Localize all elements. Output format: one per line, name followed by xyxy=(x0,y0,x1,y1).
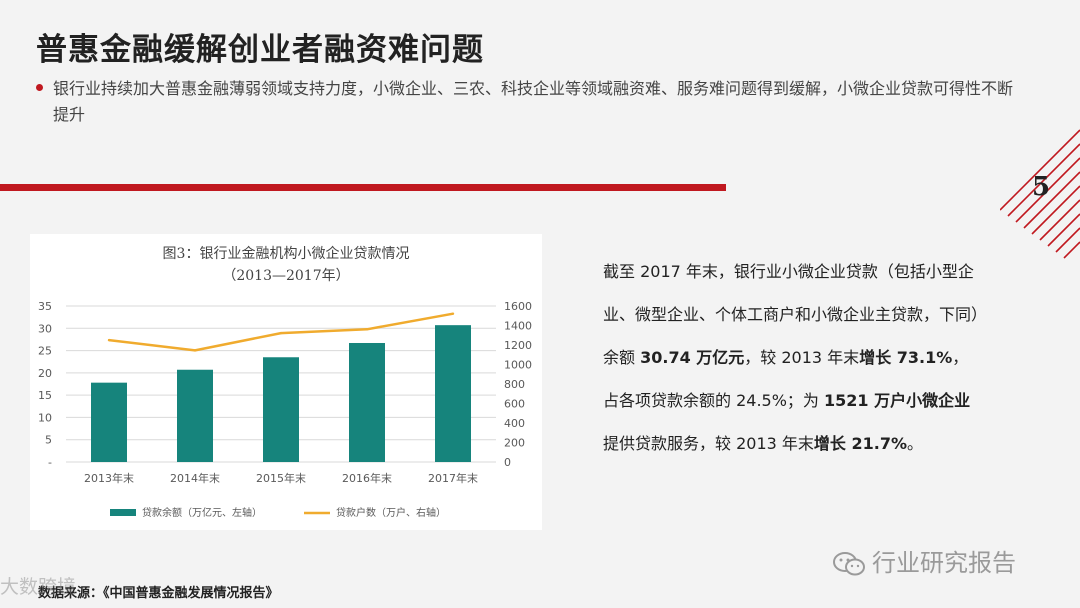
left-axis-tick-label: 20 xyxy=(38,367,52,380)
summary-highlight-household-growth: 增长 21.7% xyxy=(813,434,907,453)
right-axis-tick-label: 0 xyxy=(504,456,511,469)
x-axis-tick-label: 2014年末 xyxy=(170,471,220,485)
x-axis-tick-label: 2013年末 xyxy=(84,471,134,485)
x-axis-tick-label: 2016年末 xyxy=(342,471,392,485)
watermark-right: 行业研究报告 xyxy=(832,543,1016,578)
line-point xyxy=(107,338,111,342)
chart-panel: - 5 10 15 20 25 30 35 0 200 400 600 800 1000 1200 1400 1… xyxy=(30,234,542,530)
summary-text-2: ，较 2013 年末 xyxy=(744,348,860,367)
summary-paragraph: 截至 2017 年末，银行业小微企业贷款（包括小型企业、微型企业、个体工商户和小… xyxy=(603,250,983,465)
wechat-icon xyxy=(833,552,865,576)
left-axis-tick-label: 5 xyxy=(45,434,52,447)
right-axis-tick-label: 400 xyxy=(504,417,525,430)
left-axis-tick-label: - xyxy=(48,456,52,469)
left-axis-tick-label: 10 xyxy=(38,411,52,424)
diagonal-stripes-decoration xyxy=(1000,129,1080,259)
summary-highlight-households: 1521 万户小微企业 xyxy=(824,391,971,410)
summary-highlight-balance: 30.74 万亿元 xyxy=(640,348,745,367)
left-axis-tick-label: 35 xyxy=(38,300,52,313)
right-axis-tick-label: 1000 xyxy=(504,359,532,372)
right-axis-tick-label: 200 xyxy=(504,437,525,450)
watermark-right-text: 行业研究报告 xyxy=(872,549,1016,577)
bar xyxy=(177,369,213,462)
bar xyxy=(349,342,385,462)
summary-text-1: 截至 2017 年末，银行业小微企业贷款（包括小型企业、微型企业、个体工商户和小… xyxy=(603,262,980,367)
right-axis-tick-label: 800 xyxy=(504,378,525,391)
x-axis-tick-label: 2017年末 xyxy=(428,471,478,485)
left-axis-tick-label: 25 xyxy=(38,345,52,358)
line-point xyxy=(193,349,197,352)
slide-title: 普惠金融缓解创业者融资难问题 xyxy=(36,32,484,68)
data-source: 数据来源：《中国普惠金融发展情况报告》 xyxy=(38,586,279,601)
summary-text-3: ，占各项贷款余额的 24.5%；为 xyxy=(603,348,969,410)
summary-highlight-balance-growth: 增长 73.1% xyxy=(859,348,953,367)
left-axis-tick-label: 30 xyxy=(38,322,52,335)
right-axis-tick-label: 1400 xyxy=(504,320,532,333)
line-point xyxy=(279,331,283,335)
watermark-left: 大数跨境 xyxy=(0,576,77,598)
bullet-point: 银行业持续加大普惠金融薄弱领域支持力度，小微企业、三农、科技企业等领域融资难、服… xyxy=(36,76,1026,128)
summary-text-5: 。 xyxy=(907,434,924,453)
line-point xyxy=(451,312,455,315)
bar xyxy=(263,357,299,462)
bar xyxy=(435,325,471,462)
bullet-dot-icon xyxy=(36,84,43,91)
x-axis-tick-label: 2015年末 xyxy=(256,471,306,485)
right-axis-tick-label: 1600 xyxy=(504,300,532,313)
right-axis-tick-label: 600 xyxy=(504,398,525,411)
bullet-text: 银行业持续加大普惠金融薄弱领域支持力度，小微企业、三农、科技企业等领域融资难、服… xyxy=(53,79,1014,124)
line-point xyxy=(365,328,369,331)
left-axis-tick-label: 15 xyxy=(38,389,52,402)
page-number: 5 xyxy=(1032,172,1051,202)
bar xyxy=(91,382,127,462)
chart-svg: - 5 10 15 20 25 30 35 0 200 400 600 800 1000 1200 1400 1… xyxy=(38,245,532,519)
chart-title: 图3：银行业金融机构小微企业贷款情况 xyxy=(163,245,410,262)
legend-label-line: 贷款户数（万户、右轴） xyxy=(336,506,446,519)
legend-swatch-bar xyxy=(110,509,136,516)
summary-text-4: 提供贷款服务，较 2013 年末 xyxy=(603,434,814,453)
right-axis-tick-label: 1200 xyxy=(504,339,532,352)
red-divider-bar xyxy=(0,184,726,191)
chart-subtitle: （2013—2017年） xyxy=(222,268,349,284)
legend-label-bar: 贷款余额（万亿元、左轴） xyxy=(142,506,262,519)
